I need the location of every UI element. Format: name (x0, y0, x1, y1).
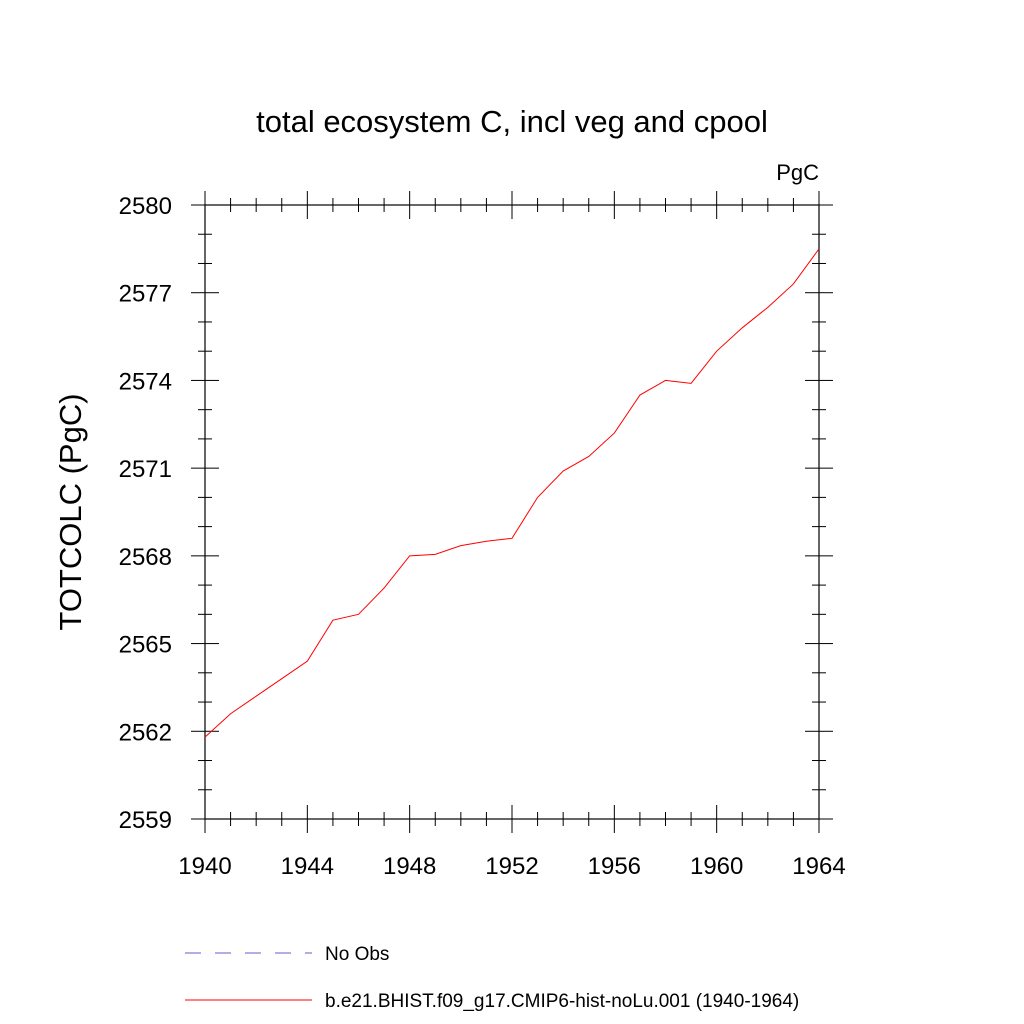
units-label: PgC (776, 160, 819, 185)
legend-label-0: No Obs (325, 944, 389, 965)
y-tick-label: 2571 (119, 456, 172, 483)
axis-ticks: 1940 1944 1948 1952 1956 1960 1964 2559 2562 2565… (119, 191, 846, 880)
y-tick-label: 2565 (119, 632, 172, 659)
y-tick-label: 2577 (119, 281, 172, 308)
x-tick-label: 1964 (792, 853, 845, 880)
x-tick-label: 1944 (281, 853, 334, 880)
y-tick-label: 2562 (119, 719, 172, 746)
series-lines (204, 248, 820, 738)
y-tick-label: 2580 (119, 193, 172, 220)
x-tick-label: 1948 (383, 853, 436, 880)
legend-label-1: b.e21.BHIST.f09_g17.CMIP6-hist-noLu.001 … (325, 991, 799, 1012)
x-tick-label: 1960 (690, 853, 743, 880)
plot-frame (204, 204, 820, 820)
x-tick-label: 1952 (485, 853, 538, 880)
series-line-1 (204, 248, 820, 738)
x-tick-label: 1956 (588, 853, 641, 880)
y-axis-label: TOTCOLC (PgC) (53, 393, 88, 630)
chart-title: total ecosystem C, incl veg and cpool (256, 104, 768, 139)
y-tick-label: 2559 (119, 807, 172, 834)
y-tick-label: 2574 (119, 368, 172, 395)
x-tick-label: 1940 (178, 853, 231, 880)
y-tick-label: 2568 (119, 544, 172, 571)
legend: No Obs b.e21.BHIST.f09_g17.CMIP6-hist-noL… (185, 944, 799, 1012)
